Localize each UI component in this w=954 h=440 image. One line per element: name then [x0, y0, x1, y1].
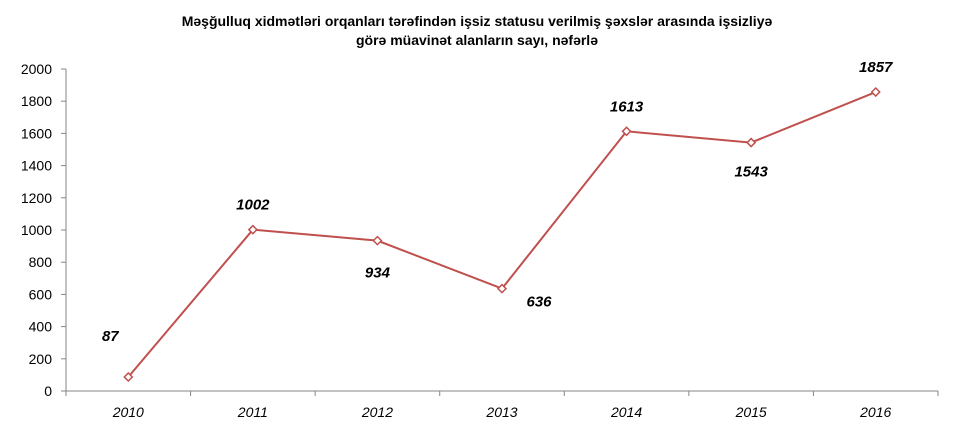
- data-label: 87: [102, 328, 119, 345]
- axes: [65, 69, 938, 392]
- y-tick-label: 0: [44, 383, 52, 399]
- data-label: 1543: [734, 164, 768, 181]
- series-line: [123, 86, 881, 383]
- y-tick-label: 600: [29, 286, 53, 302]
- data-point-marker: [247, 224, 258, 235]
- data-point-marker: [372, 235, 383, 246]
- y-tick-label: 1800: [21, 93, 52, 109]
- data-label: 1613: [610, 98, 644, 115]
- data-point-marker: [496, 283, 508, 294]
- series-line-path: [127, 91, 877, 378]
- data-point-marker: [870, 86, 881, 98]
- data-label: 636: [526, 294, 552, 311]
- x-tick-label: 2012: [361, 404, 393, 420]
- data-label: 1002: [236, 197, 270, 214]
- chart-title-line-2: görə müavinət alanların sayı, nəfərlə: [356, 32, 598, 48]
- data-label: 934: [365, 265, 391, 282]
- y-tick-label: 1600: [21, 125, 52, 141]
- y-tick-label: 1000: [21, 222, 52, 238]
- y-tick-label: 400: [29, 319, 53, 335]
- x-tick-label: 2010: [112, 404, 144, 420]
- y-tick-label: 800: [29, 254, 53, 270]
- data-point-marker: [746, 137, 757, 148]
- data-point-marker: [123, 371, 134, 383]
- x-tick-label: 2016: [859, 404, 891, 420]
- x-tick-label: 2011: [237, 404, 268, 420]
- x-tick-label: 2015: [735, 404, 767, 420]
- y-tick-label: 1400: [21, 158, 52, 174]
- chart-title-line-1: Məşğulluq xidmətləri orqanları tərəfində…: [181, 13, 773, 29]
- chart-title: Məşğulluq xidmətləri orqanları tərəfində…: [0, 12, 954, 50]
- data-labels: 87 1002 934 636 1613 1543 1857: [102, 59, 893, 345]
- y-tick-label: 2000: [21, 61, 52, 77]
- data-point-marker: [621, 126, 632, 137]
- data-label: 1857: [859, 59, 893, 76]
- y-axis-ticks: 0 200 400 600 800 1000 1200 1400 1600 1800 2000: [21, 61, 66, 399]
- x-tick-label: 2014: [610, 404, 642, 420]
- y-tick-label: 1200: [21, 190, 52, 206]
- x-tick-label: 2013: [485, 404, 517, 420]
- y-tick-label: 200: [29, 351, 53, 367]
- x-axis-ticks: 2010 2011 2012 2013 2014 2015 2016: [65, 391, 939, 420]
